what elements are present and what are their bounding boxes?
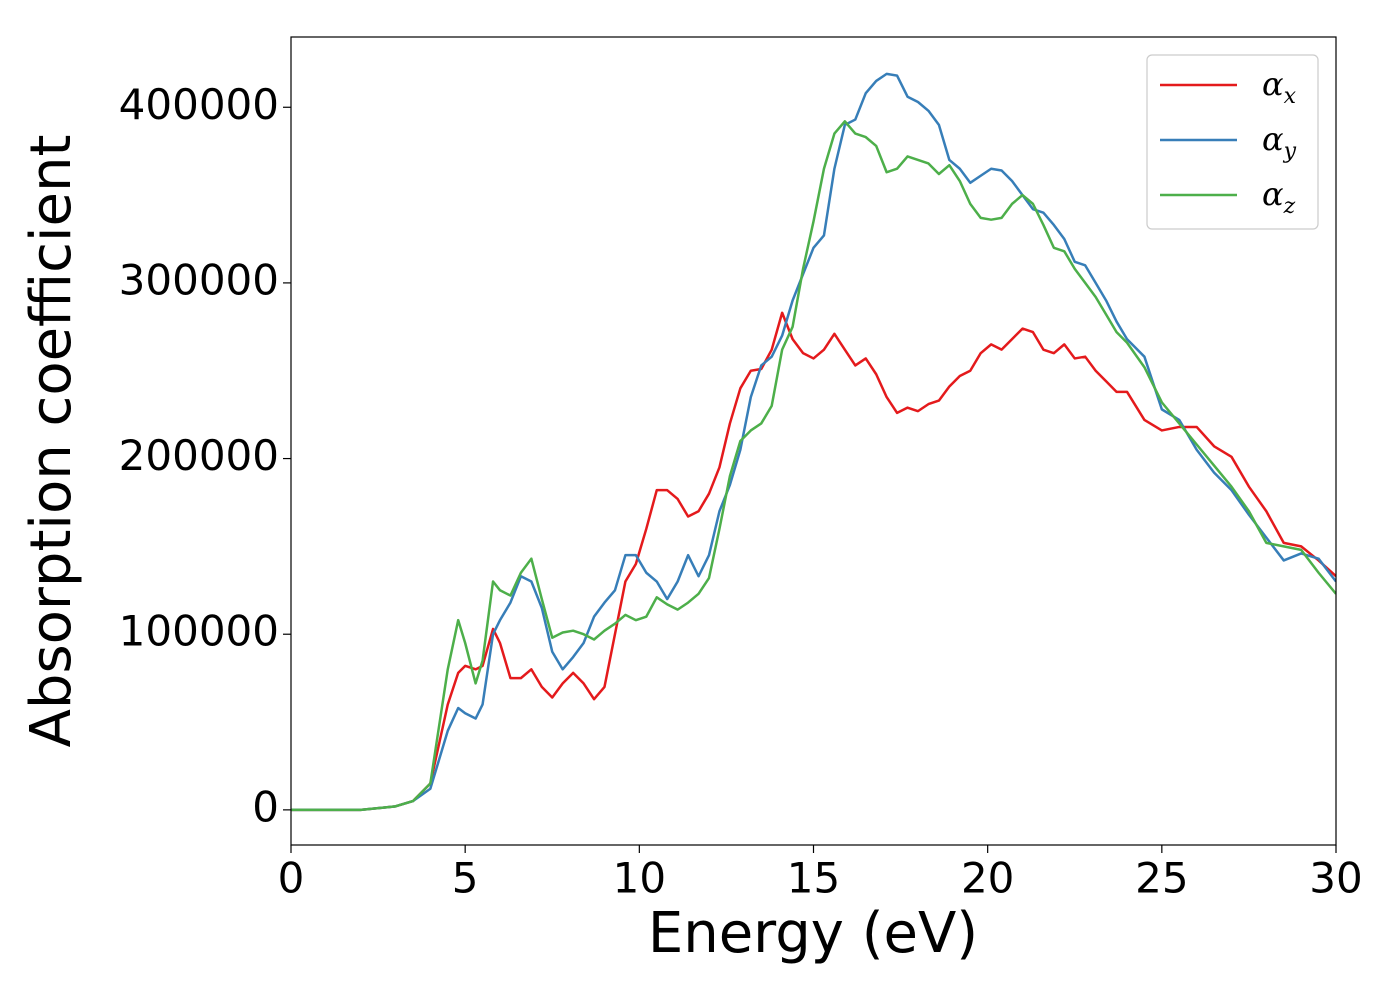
x-tick-label: 10 bbox=[613, 854, 666, 903]
x-tick-label: 0 bbox=[278, 854, 305, 903]
x-tick-label: 30 bbox=[1309, 854, 1362, 903]
x-tick-label: 25 bbox=[1135, 854, 1188, 903]
y-tick-label: 0 bbox=[252, 782, 279, 831]
data-line bbox=[291, 72, 1336, 812]
legend-label: αy bbox=[1262, 120, 1297, 164]
data-line bbox=[291, 120, 1336, 812]
x-tick-label: 5 bbox=[452, 854, 479, 903]
legend-label: αx bbox=[1262, 65, 1297, 109]
legend-label: αz bbox=[1262, 175, 1296, 219]
plot-frame bbox=[290, 36, 1337, 846]
y-tick-label: 400000 bbox=[119, 80, 279, 129]
y-tick-label: 300000 bbox=[119, 255, 279, 304]
legend-box bbox=[1146, 54, 1319, 230]
x-tick-label: 15 bbox=[787, 854, 840, 903]
y-tick-label: 200000 bbox=[119, 431, 279, 480]
data-line bbox=[291, 311, 1336, 812]
x-axis-label: Energy (eV) bbox=[648, 901, 978, 966]
y-axis-label: Absorption coefficient bbox=[19, 135, 84, 748]
x-tick-label: 20 bbox=[961, 854, 1014, 903]
y-tick-label: 100000 bbox=[119, 607, 279, 656]
